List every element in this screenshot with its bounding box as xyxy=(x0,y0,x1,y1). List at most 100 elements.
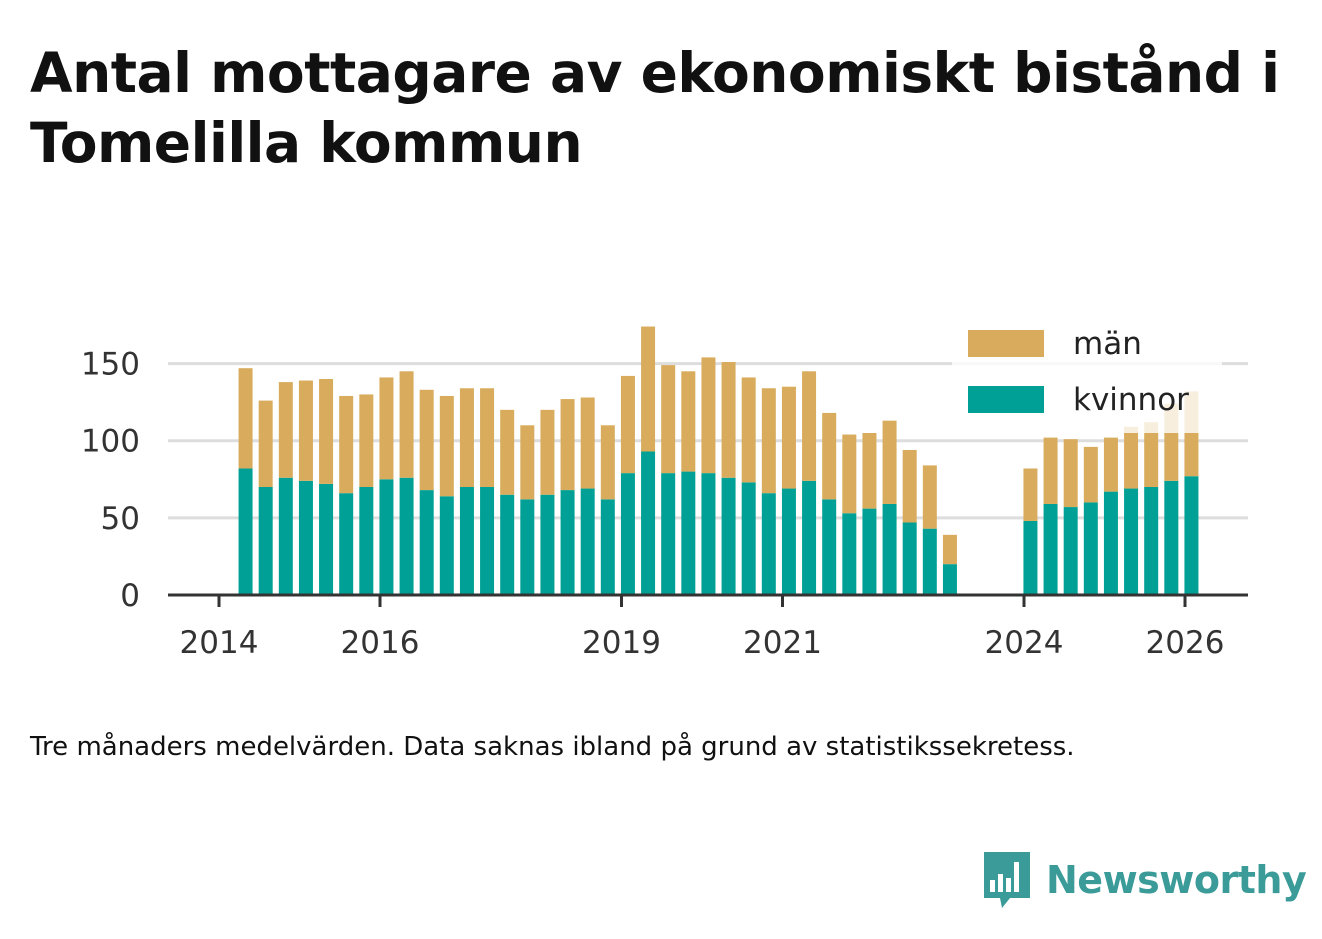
bar-man xyxy=(641,326,656,452)
bar-man xyxy=(781,386,796,489)
x-tick-label: 2014 xyxy=(180,625,259,661)
bar-man xyxy=(681,371,696,472)
legend: män kvinnor xyxy=(952,318,1222,433)
bar-man xyxy=(399,371,414,478)
bar-man xyxy=(439,395,454,497)
bar-man xyxy=(902,449,917,523)
bar-man xyxy=(540,409,555,495)
chart-title: Antal mottagare av ekonomiskt bistånd i … xyxy=(30,41,1280,175)
brand-logo[interactable]: Newsworthy xyxy=(980,848,1307,912)
bar-man xyxy=(258,400,273,487)
bar-kvinnor xyxy=(540,494,555,595)
bar-kvinnor xyxy=(620,473,635,595)
x-tick-label: 2019 xyxy=(582,625,661,661)
bars xyxy=(238,326,1199,595)
bar-kvinnor xyxy=(661,473,676,595)
bar-kvinnor xyxy=(1144,487,1159,595)
bar-man xyxy=(1144,422,1159,487)
bar-kvinnor xyxy=(359,487,374,595)
bar-kvinnor xyxy=(439,496,454,595)
bar-kvinnor xyxy=(1103,491,1118,595)
y-tick-label: 50 xyxy=(101,501,140,537)
bar-kvinnor xyxy=(399,477,414,595)
bar-kvinnor xyxy=(459,487,474,595)
bar-man xyxy=(520,425,535,500)
bar-kvinnor xyxy=(600,499,615,595)
bar-kvinnor xyxy=(480,487,495,595)
bar-man xyxy=(359,394,374,487)
bar-kvinnor xyxy=(1063,507,1078,595)
bar-man xyxy=(580,397,595,489)
bar-man xyxy=(238,368,253,469)
bar-man xyxy=(761,388,776,494)
bar-kvinnor xyxy=(319,483,334,595)
bar-man xyxy=(721,362,736,478)
bar-kvinnor xyxy=(701,473,716,595)
bar-kvinnor xyxy=(339,493,354,595)
bar-man xyxy=(1124,426,1139,489)
bar-kvinnor xyxy=(1164,480,1179,595)
bar-kvinnor xyxy=(862,508,877,595)
bar-kvinnor xyxy=(1043,503,1058,595)
y-tick-label: 150 xyxy=(81,347,140,383)
x-tick-label: 2026 xyxy=(1146,625,1225,661)
x-tick-label: 2016 xyxy=(341,625,420,661)
bar-man xyxy=(802,371,817,481)
legend-label: män xyxy=(1073,326,1142,362)
bar-man xyxy=(1083,446,1098,503)
bar-kvinnor xyxy=(298,480,313,595)
bar-kvinnor xyxy=(641,451,656,595)
legend-label: kvinnor xyxy=(1073,382,1189,418)
bar-man xyxy=(278,382,293,478)
newsworthy-logo-icon xyxy=(984,852,1030,908)
bar-kvinnor xyxy=(781,488,796,595)
bar-kvinnor xyxy=(560,490,575,595)
bar-man xyxy=(500,409,515,495)
brand-name: Newsworthy xyxy=(1046,858,1307,902)
bar-man xyxy=(922,465,937,529)
bar-kvinnor xyxy=(238,468,253,595)
y-axis: 0 50 100 150 xyxy=(81,347,140,614)
bar-man xyxy=(862,433,877,509)
bar-man xyxy=(459,388,474,487)
chart-caption: Tre månaders medelvärden. Data saknas ib… xyxy=(30,732,1075,762)
bar-man xyxy=(1043,437,1058,504)
bar-man xyxy=(1063,439,1078,508)
bar-kvinnor xyxy=(1184,476,1199,595)
y-tick-label: 100 xyxy=(81,424,140,460)
bar-kvinnor xyxy=(922,528,937,595)
legend-swatch xyxy=(968,330,1044,357)
bar-kvinnor xyxy=(500,494,515,595)
bar-kvinnor xyxy=(882,503,897,595)
bar-man xyxy=(379,377,394,480)
bar-kvinnor xyxy=(842,513,857,595)
bar-man xyxy=(661,365,676,474)
bar-man xyxy=(600,425,615,500)
bar-kvinnor xyxy=(258,487,273,595)
bar-man xyxy=(298,380,313,481)
bar-kvinnor xyxy=(721,477,736,595)
bar-man xyxy=(319,379,334,484)
bar-man xyxy=(741,377,756,483)
bar-kvinnor xyxy=(379,479,394,595)
bar-kvinnor xyxy=(802,480,817,595)
bar-kvinnor xyxy=(419,490,434,595)
bar-man xyxy=(339,395,354,494)
bar-man xyxy=(842,434,857,514)
bar-kvinnor xyxy=(681,471,696,595)
bar-kvinnor xyxy=(822,499,837,595)
bar-kvinnor xyxy=(1124,488,1139,595)
bar-man xyxy=(822,412,837,500)
bar-man xyxy=(882,420,897,504)
bar-kvinnor xyxy=(580,488,595,595)
x-tick-label: 2024 xyxy=(985,625,1064,661)
bar-man xyxy=(701,357,716,474)
bar-kvinnor xyxy=(761,493,776,595)
x-axis: 2014 2016 2019 2021 2024 2026 xyxy=(168,593,1248,661)
bar-man xyxy=(1103,437,1118,492)
bar-kvinnor xyxy=(741,482,756,595)
x-tick-label: 2021 xyxy=(743,625,822,661)
bar-man xyxy=(1023,468,1038,521)
legend-swatch xyxy=(968,386,1044,413)
